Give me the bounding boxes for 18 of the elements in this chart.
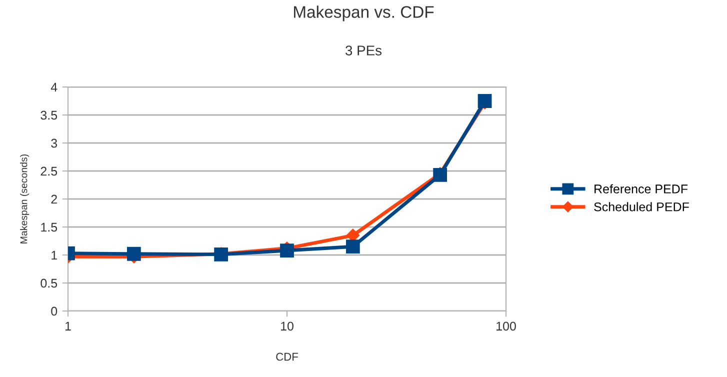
y-tick-label: 3.5 bbox=[40, 110, 58, 120]
y-tick-label: 2 bbox=[51, 194, 57, 204]
y-tick-label: 1.5 bbox=[41, 222, 58, 232]
y-tick-label: 4 bbox=[50, 82, 58, 92]
x-tick-label: 1 bbox=[65, 322, 71, 330]
x-tick-label: 10 bbox=[281, 322, 294, 331]
y-axis-title: Makespan (seconds) bbox=[20, 154, 30, 244]
y-tick-label: 3 bbox=[51, 138, 58, 148]
chart-subtitle: 3 PEs bbox=[346, 46, 382, 56]
legend-label: Reference PEDF bbox=[594, 184, 688, 194]
y-tick-label: 0.5 bbox=[40, 278, 58, 288]
y-tick-label: 0 bbox=[51, 306, 58, 316]
y-tick-label: 1 bbox=[52, 250, 57, 260]
y-tick-label: 2.5 bbox=[40, 166, 58, 176]
chart-title: Makespan vs. CDF bbox=[294, 6, 434, 22]
x-axis-title: CDF bbox=[276, 352, 298, 361]
x-tick-label: 100 bbox=[496, 322, 516, 331]
legend-label: Scheduled PEDF bbox=[594, 202, 689, 212]
